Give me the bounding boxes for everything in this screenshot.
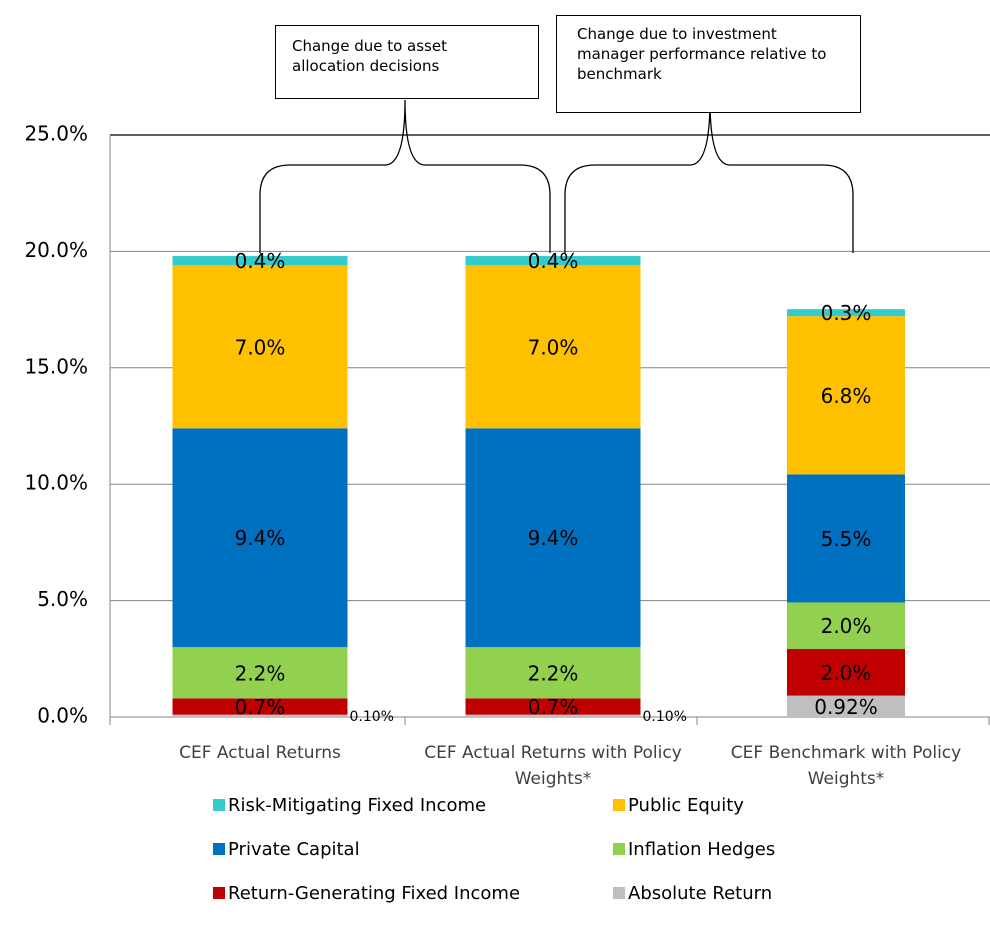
legend-label: Inflation Hedges [628,839,775,860]
data-label: 7.0% [528,335,579,359]
legend-swatch [613,843,625,855]
bar-segment [465,265,641,429]
data-label: 2.0% [821,614,872,638]
bar-segment [787,649,905,696]
legend-label: Public Equity [628,795,744,816]
legend-swatch [613,887,625,899]
bar-segment [172,714,348,717]
legend-label: Absolute Return [628,883,772,904]
brace [564,99,854,253]
data-label: 0.10% [643,709,687,725]
data-label: 0.7% [528,695,579,719]
bar-segment [465,714,641,717]
data-label: 5.5% [821,527,872,551]
y-tick-label: 15.0% [24,354,88,378]
annotation-box: Change due to investment manager perform… [556,15,861,113]
bar-segment [787,602,905,650]
data-label: 0.4% [528,249,579,273]
bar-segment [787,695,905,717]
bar-segment [465,698,641,715]
bar-segment [465,256,641,266]
x-tick-label: CEF Benchmark with Policy Weights* [730,743,962,789]
bar-segment [172,647,348,699]
bar-segment [172,698,348,715]
bar-segment [172,428,348,648]
y-tick-label: 20.0% [24,238,88,262]
bar-segment [787,316,905,475]
y-tick-label: 25.0% [24,122,88,146]
bar-segment [787,309,905,317]
y-tick-label: 5.0% [37,587,88,611]
bar-segment [172,256,348,266]
legend-swatch [213,887,225,899]
data-label: 7.0% [235,335,286,359]
data-label: 9.4% [528,526,579,550]
data-label: 2.2% [528,661,579,685]
data-label: 6.8% [821,384,872,408]
y-tick-label: 0.0% [37,704,88,728]
legend-label: Risk-Mitigating Fixed Income [228,795,486,816]
data-label: 0.92% [814,695,878,719]
data-label: 0.3% [821,301,872,325]
bar-segment [172,265,348,429]
bar-segment [465,647,641,699]
bar-segment [465,428,641,648]
data-label: 0.10% [350,709,394,725]
data-label: 2.0% [821,661,872,685]
legend-swatch [213,799,225,811]
y-tick-label: 10.0% [24,471,88,495]
legend-label: Private Capital [228,839,360,860]
annotation-box: Change due to asset allocation decisions [275,25,539,99]
data-label: 9.4% [235,526,286,550]
annotation: Change due to investment manager perform… [577,25,827,83]
legend-swatch [213,843,225,855]
braces [259,99,854,253]
data-label: 0.7% [235,695,286,719]
legend-label: Return-Generating Fixed Income [228,883,520,904]
legend-swatch [613,799,625,811]
x-tick-label: CEF Actual Returns with Policy Weights* [424,743,682,789]
annotation: Change due to asset allocation decisions [292,37,447,75]
data-label: 0.4% [235,249,286,273]
data-label: 2.2% [235,661,286,685]
bar-segment [787,474,905,603]
x-tick-label: CEF Actual Returns [179,743,341,763]
brace [259,99,551,253]
